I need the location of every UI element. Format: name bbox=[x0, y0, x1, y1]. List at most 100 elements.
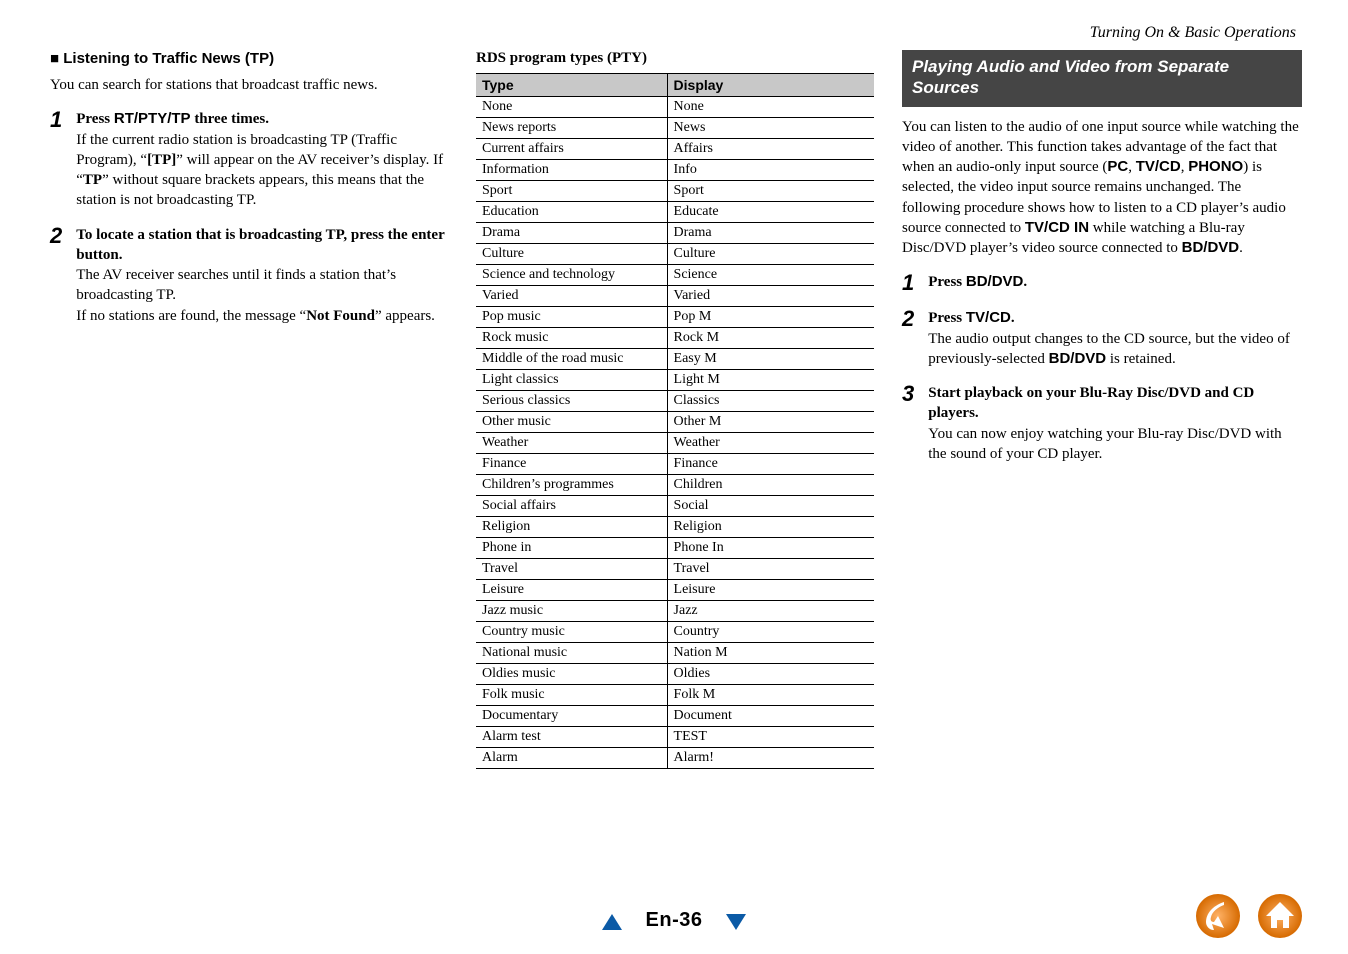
pty-type-cell: Current affairs bbox=[476, 139, 667, 160]
table-row: EducationEducate bbox=[476, 202, 874, 223]
pty-display-cell: Alarm! bbox=[667, 748, 874, 769]
pty-type-cell: Phone in bbox=[476, 538, 667, 559]
pty-type-cell: Rock music bbox=[476, 328, 667, 349]
step-lead-end: . bbox=[1011, 310, 1015, 326]
intro-key: BD/DVD bbox=[1182, 239, 1240, 256]
pty-type-cell: Travel bbox=[476, 559, 667, 580]
pty-display-cell: Social bbox=[667, 496, 874, 517]
step-lead-key: TV/CD bbox=[966, 309, 1011, 326]
table-row: Children’s programmesChildren bbox=[476, 475, 874, 496]
pty-display-cell: Science bbox=[667, 265, 874, 286]
pty-display-cell: Phone In bbox=[667, 538, 874, 559]
pty-display-cell: Info bbox=[667, 160, 874, 181]
pty-table: Type Display NoneNoneNews reportsNewsCur… bbox=[476, 73, 874, 769]
table-row: AlarmAlarm! bbox=[476, 748, 874, 769]
pty-display-cell: Country bbox=[667, 622, 874, 643]
table-row: InformationInfo bbox=[476, 160, 874, 181]
page: Turning On & Basic Operations ■ Listenin… bbox=[0, 0, 1348, 954]
pty-type-cell: Finance bbox=[476, 454, 667, 475]
heading-bullet: ■ bbox=[50, 50, 59, 67]
step-lead-key: BD/DVD bbox=[966, 273, 1024, 290]
table-row: SportSport bbox=[476, 181, 874, 202]
pty-type-cell: Education bbox=[476, 202, 667, 223]
pty-type-cell: Pop music bbox=[476, 307, 667, 328]
table-row: Other musicOther M bbox=[476, 412, 874, 433]
pty-type-cell: Religion bbox=[476, 517, 667, 538]
tp-intro: You can search for stations that broadca… bbox=[50, 75, 448, 95]
nav-up-icon[interactable] bbox=[602, 914, 622, 930]
pty-display-cell: Classics bbox=[667, 391, 874, 412]
intro-key: PC bbox=[1107, 158, 1128, 175]
tp-step-2: 2 To locate a station that is broadcasti… bbox=[50, 225, 448, 326]
pty-display-cell: Pop M bbox=[667, 307, 874, 328]
pty-header-type: Type bbox=[476, 74, 667, 97]
step-body: Press RT/PTY/TP three times. If the curr… bbox=[76, 109, 448, 210]
src-step-3: 3 Start playback on your Blu-Ray Disc/DV… bbox=[902, 383, 1302, 464]
table-row: Social affairsSocial bbox=[476, 496, 874, 517]
pty-display-cell: Culture bbox=[667, 244, 874, 265]
step-rest: The AV receiver searches until it finds … bbox=[76, 267, 435, 324]
pty-type-cell: Middle of the road music bbox=[476, 349, 667, 370]
pty-type-cell: Leisure bbox=[476, 580, 667, 601]
step-lead: Press bbox=[928, 310, 966, 326]
pty-type-cell: Varied bbox=[476, 286, 667, 307]
step-lead: Press bbox=[76, 111, 114, 127]
pty-header-display: Display bbox=[667, 74, 874, 97]
pty-type-cell: Alarm test bbox=[476, 727, 667, 748]
pty-type-cell: Sport bbox=[476, 181, 667, 202]
table-row: WeatherWeather bbox=[476, 433, 874, 454]
step-body: To locate a station that is broadcasting… bbox=[76, 225, 448, 326]
step-number: 2 bbox=[50, 225, 62, 326]
table-row: Science and technologyScience bbox=[476, 265, 874, 286]
table-row: Phone inPhone In bbox=[476, 538, 874, 559]
pty-type-cell: Weather bbox=[476, 433, 667, 454]
step-body: Press BD/DVD. bbox=[928, 272, 1302, 294]
table-row: DocumentaryDocument bbox=[476, 706, 874, 727]
pty-display-cell: News bbox=[667, 118, 874, 139]
table-row: TravelTravel bbox=[476, 559, 874, 580]
intro-text: . bbox=[1239, 240, 1243, 256]
src-step-1: 1 Press BD/DVD. bbox=[902, 272, 1302, 294]
pty-display-cell: Drama bbox=[667, 223, 874, 244]
pty-type-cell: Light classics bbox=[476, 370, 667, 391]
pty-display-cell: Jazz bbox=[667, 601, 874, 622]
pty-display-cell: Rock M bbox=[667, 328, 874, 349]
pty-type-cell: National music bbox=[476, 643, 667, 664]
step-number: 1 bbox=[50, 109, 62, 210]
table-row: Folk musicFolk M bbox=[476, 685, 874, 706]
nav-icons bbox=[1194, 892, 1304, 940]
pty-display-cell: Finance bbox=[667, 454, 874, 475]
table-row: Light classicsLight M bbox=[476, 370, 874, 391]
pty-type-cell: Serious classics bbox=[476, 391, 667, 412]
table-row: Alarm testTEST bbox=[476, 727, 874, 748]
step-lead-key: RT/PTY/TP bbox=[114, 110, 191, 127]
pty-type-cell: Children’s programmes bbox=[476, 475, 667, 496]
table-row: News reportsNews bbox=[476, 118, 874, 139]
pty-type-cell: Folk music bbox=[476, 685, 667, 706]
step-lead: Start playback on your Blu-Ray Disc/DVD … bbox=[928, 385, 1254, 421]
pty-type-cell: Science and technology bbox=[476, 265, 667, 286]
table-row: FinanceFinance bbox=[476, 454, 874, 475]
table-row: Rock musicRock M bbox=[476, 328, 874, 349]
pty-type-cell: None bbox=[476, 97, 667, 118]
home-icon[interactable] bbox=[1256, 892, 1304, 940]
column-left: ■ Listening to Traffic News (TP) You can… bbox=[50, 50, 448, 769]
pty-display-cell: Other M bbox=[667, 412, 874, 433]
pty-display-cell: Religion bbox=[667, 517, 874, 538]
step-lead: To locate a station that is broadcasting… bbox=[76, 227, 444, 263]
table-row: National musicNation M bbox=[476, 643, 874, 664]
table-row: DramaDrama bbox=[476, 223, 874, 244]
column-middle: RDS program types (PTY) Type Display Non… bbox=[476, 50, 874, 769]
content-columns: ■ Listening to Traffic News (TP) You can… bbox=[50, 50, 1304, 769]
pty-type-cell: Social affairs bbox=[476, 496, 667, 517]
pty-type-cell: News reports bbox=[476, 118, 667, 139]
nav-down-icon[interactable] bbox=[726, 914, 746, 930]
section-banner: Playing Audio and Video from Separate So… bbox=[902, 50, 1302, 107]
step-body: Press TV/CD. The audio output changes to… bbox=[928, 308, 1302, 369]
table-row: NoneNone bbox=[476, 97, 874, 118]
pty-type-cell: Culture bbox=[476, 244, 667, 265]
pty-display-cell: Educate bbox=[667, 202, 874, 223]
pty-display-cell: None bbox=[667, 97, 874, 118]
pty-type-cell: Documentary bbox=[476, 706, 667, 727]
back-arrow-icon[interactable] bbox=[1194, 892, 1242, 940]
